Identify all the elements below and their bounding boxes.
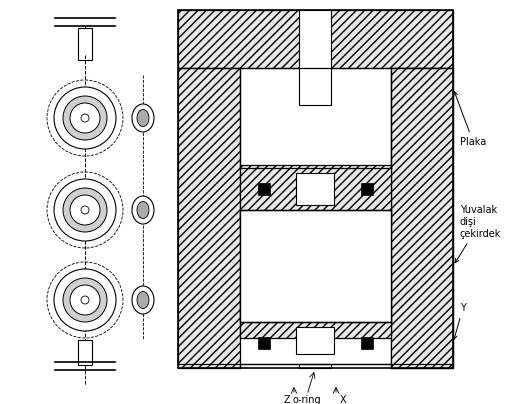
Bar bbox=[299, 10, 331, 105]
Text: Yuvalak
dişi
çekirdek: Yuvalak dişi çekirdek bbox=[455, 205, 501, 263]
Bar bbox=[391, 68, 453, 368]
Text: Z: Z bbox=[284, 395, 290, 404]
Ellipse shape bbox=[132, 104, 154, 132]
Bar bbox=[240, 165, 391, 225]
Bar bbox=[178, 10, 453, 68]
Circle shape bbox=[81, 206, 89, 214]
Circle shape bbox=[54, 179, 116, 241]
Bar bbox=[240, 283, 391, 338]
Bar bbox=[258, 337, 270, 349]
Text: Y: Y bbox=[453, 303, 466, 339]
Text: X: X bbox=[340, 395, 347, 404]
Ellipse shape bbox=[137, 109, 149, 126]
Circle shape bbox=[54, 87, 116, 149]
Text: Plaka: Plaka bbox=[454, 92, 486, 147]
Bar bbox=[240, 210, 391, 322]
Circle shape bbox=[63, 278, 107, 322]
Bar bbox=[299, 364, 331, 368]
Ellipse shape bbox=[137, 202, 149, 219]
Bar bbox=[258, 183, 270, 195]
Bar bbox=[178, 68, 240, 368]
Bar bbox=[296, 173, 334, 205]
Bar bbox=[296, 327, 334, 354]
Circle shape bbox=[63, 96, 107, 140]
Circle shape bbox=[54, 269, 116, 331]
Ellipse shape bbox=[132, 286, 154, 314]
Circle shape bbox=[70, 285, 100, 315]
Bar bbox=[78, 340, 92, 365]
Ellipse shape bbox=[137, 292, 149, 309]
Circle shape bbox=[81, 296, 89, 304]
Circle shape bbox=[81, 114, 89, 122]
Circle shape bbox=[70, 103, 100, 133]
Bar bbox=[391, 68, 453, 368]
Ellipse shape bbox=[132, 196, 154, 224]
Circle shape bbox=[70, 195, 100, 225]
Text: o-ring: o-ring bbox=[293, 395, 321, 404]
Circle shape bbox=[63, 188, 107, 232]
Bar bbox=[361, 183, 373, 195]
Bar bbox=[78, 28, 92, 60]
Bar bbox=[361, 337, 373, 349]
Bar bbox=[178, 10, 453, 368]
